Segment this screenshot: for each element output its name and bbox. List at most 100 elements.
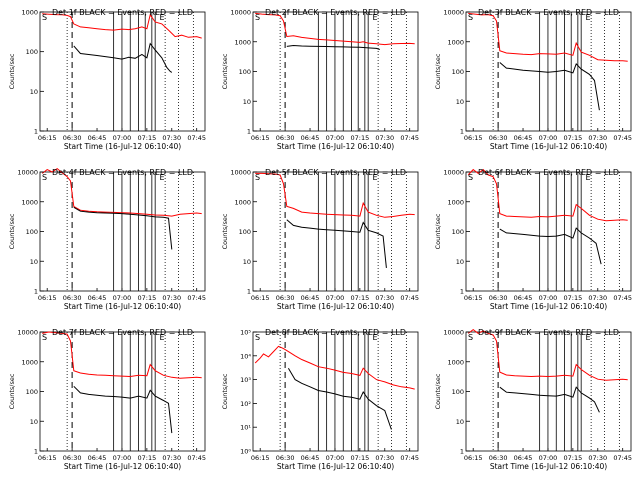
x-tick-label: 06:15 xyxy=(38,294,57,302)
events-series-line xyxy=(499,62,600,111)
segment-start-mark: S xyxy=(255,333,260,342)
y-tick-label: 1000 xyxy=(234,198,251,206)
x-tick-label: 07:00 xyxy=(326,134,345,142)
plot-frame xyxy=(39,331,206,452)
x-tick-label: 06:45 xyxy=(514,294,533,302)
panel-title: Det 1f BLACK = Events, RED = LLD xyxy=(52,8,193,17)
events-series-line xyxy=(499,227,602,265)
y-axis-label: Counts/sec xyxy=(221,213,229,249)
segment-end-mark: E xyxy=(159,173,164,182)
x-tick-label: 06:15 xyxy=(251,294,270,302)
x-tick-label: 07:30 xyxy=(375,294,394,302)
y-tick-label: 100 xyxy=(239,68,251,76)
lld-series-line xyxy=(255,172,415,218)
y-tick-label: 1 xyxy=(34,128,38,136)
segment-start-mark: S xyxy=(255,173,260,182)
panel-title: Det 4f BLACK = Events, RED = LLD xyxy=(52,168,193,177)
y-tick-label: 10² xyxy=(240,400,251,408)
chart-panel-6: 1 10 100 1000 10000 06:15 06:30 06:45 07:00 07:15… xyxy=(434,168,632,311)
plot-frame xyxy=(465,331,632,452)
x-tick-label: 07:30 xyxy=(162,294,181,302)
y-tick-label: 10000 xyxy=(230,169,251,177)
panel-title: Det 5f BLACK = Events, RED = LLD xyxy=(265,168,406,177)
events-series-line xyxy=(286,44,380,50)
x-axis-label: Start Time (16-Jul-12 06:10:40) xyxy=(277,142,394,151)
lld-series-line xyxy=(42,331,202,379)
y-tick-label: 1 xyxy=(460,128,464,136)
y-tick-label: 100 xyxy=(452,228,464,236)
y-axis-label: Counts/sec xyxy=(221,53,229,89)
y-tick-label: 10000 xyxy=(443,329,464,337)
x-tick-label: 07:30 xyxy=(162,134,181,142)
panel-title: Det 2f BLACK = Events, RED = LLD xyxy=(265,8,406,17)
y-axis-label: Counts/sec xyxy=(8,373,16,409)
x-tick-label: 06:30 xyxy=(63,294,82,302)
y-tick-label: 1 xyxy=(460,288,464,296)
events-series-line xyxy=(73,206,173,250)
chart-panel-5: 1 10 100 1000 10000 06:15 06:30 06:45 07:00 07:15… xyxy=(221,168,419,311)
x-tick-label: 06:45 xyxy=(88,454,107,462)
x-tick-label: 06:15 xyxy=(38,134,57,142)
segment-end-mark: E xyxy=(585,333,590,342)
plot-frame xyxy=(465,171,632,292)
x-tick-label: 06:45 xyxy=(514,454,533,462)
y-tick-label: 10⁴ xyxy=(240,352,251,360)
x-tick-label: 06:45 xyxy=(88,294,107,302)
x-tick-label: 07:45 xyxy=(400,134,419,142)
x-tick-label: 07:45 xyxy=(187,294,206,302)
y-tick-label: 1000 xyxy=(447,38,464,46)
y-tick-label: 10 xyxy=(456,418,464,426)
x-tick-label: 07:30 xyxy=(162,454,181,462)
x-tick-label: 06:45 xyxy=(301,454,320,462)
x-axis-label: Start Time (16-Jul-12 06:10:40) xyxy=(277,302,394,311)
y-tick-label: 10 xyxy=(30,88,38,96)
x-tick-label: 06:15 xyxy=(38,454,57,462)
x-tick-label: 07:15 xyxy=(563,134,582,142)
x-tick-label: 07:15 xyxy=(350,294,369,302)
events-series-line xyxy=(73,385,173,434)
y-tick-label: 100 xyxy=(452,388,464,396)
segment-end-mark: E xyxy=(372,333,377,342)
x-tick-label: 07:30 xyxy=(588,294,607,302)
segment-start-mark: S xyxy=(42,13,47,22)
y-tick-label: 100 xyxy=(26,228,38,236)
segment-end-mark: E xyxy=(585,13,590,22)
y-tick-label: 1 xyxy=(460,448,464,456)
x-tick-label: 07:45 xyxy=(400,454,419,462)
y-tick-label: 10⁵ xyxy=(240,329,251,337)
y-tick-label: 1000 xyxy=(447,358,464,366)
plot-frame xyxy=(39,171,206,292)
x-tick-label: 06:15 xyxy=(251,134,270,142)
y-tick-label: 1000 xyxy=(21,358,38,366)
y-tick-label: 10000 xyxy=(443,9,464,17)
lld-series-line xyxy=(467,168,628,222)
segment-start-mark: S xyxy=(42,173,47,182)
x-tick-label: 07:30 xyxy=(375,454,394,462)
y-tick-label: 1 xyxy=(34,448,38,456)
x-tick-label: 07:30 xyxy=(375,134,394,142)
y-tick-label: 1000 xyxy=(234,38,251,46)
y-tick-label: 1000 xyxy=(447,198,464,206)
x-tick-label: 07:15 xyxy=(563,294,582,302)
lld-series-line xyxy=(468,12,628,62)
y-tick-label: 10 xyxy=(30,418,38,426)
y-tick-label: 10 xyxy=(243,98,251,106)
events-series-line xyxy=(286,219,387,268)
x-tick-label: 06:45 xyxy=(514,134,533,142)
y-tick-label: 1000 xyxy=(21,9,38,17)
segment-start-mark: S xyxy=(468,13,473,22)
x-tick-label: 07:00 xyxy=(113,454,132,462)
y-tick-label: 1 xyxy=(247,128,251,136)
y-axis-label: Counts/sec xyxy=(434,53,442,89)
x-tick-label: 06:30 xyxy=(489,134,508,142)
x-tick-label: 07:15 xyxy=(137,454,156,462)
y-tick-label: 10000 xyxy=(443,169,464,177)
panel-title: Det 9f BLACK = Events, RED = LLD xyxy=(478,328,619,337)
x-tick-label: 07:00 xyxy=(326,294,345,302)
y-tick-label: 10000 xyxy=(17,329,38,337)
x-tick-label: 07:15 xyxy=(563,454,582,462)
events-series-line xyxy=(73,42,173,73)
x-tick-label: 07:00 xyxy=(539,134,558,142)
chart-panel-4: 1 10 100 1000 10000 06:15 06:30 06:45 07:00 07:15… xyxy=(8,167,206,311)
